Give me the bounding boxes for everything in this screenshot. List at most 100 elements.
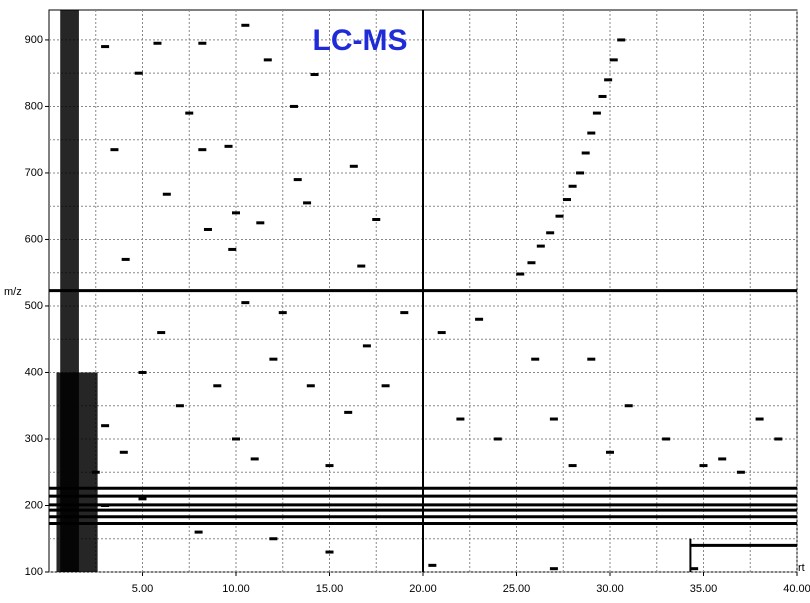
peak (662, 437, 671, 441)
peak (134, 71, 143, 75)
peak (774, 437, 783, 441)
peak (250, 457, 259, 461)
x-axis-label: rt (798, 562, 805, 574)
peak (576, 171, 585, 175)
peak (232, 437, 240, 441)
peak (381, 384, 390, 388)
peak (581, 151, 590, 155)
peak (203, 227, 212, 231)
peak (269, 537, 278, 541)
peak (241, 23, 250, 27)
peak (617, 38, 626, 42)
peak (232, 211, 240, 215)
peak (555, 214, 564, 218)
peak (699, 464, 708, 468)
peak (213, 384, 222, 388)
peak (587, 131, 596, 135)
y-tick-label: 500 (25, 300, 43, 312)
peak (293, 178, 302, 182)
peak (325, 550, 334, 554)
peak (598, 94, 607, 98)
peak (604, 78, 613, 82)
peak (493, 437, 502, 441)
peak (91, 470, 100, 474)
y-tick-label: 900 (25, 34, 43, 46)
peak (690, 567, 699, 571)
dense-band (56, 372, 98, 572)
peak (362, 344, 371, 348)
peak (101, 503, 110, 507)
peak (624, 404, 633, 408)
y-tick-label: 600 (25, 233, 43, 245)
peak (194, 530, 203, 534)
peak (736, 470, 745, 474)
peak (475, 317, 484, 321)
peak (110, 148, 119, 152)
peak (718, 457, 727, 461)
peak (138, 370, 147, 374)
peak (428, 563, 437, 567)
peak (310, 73, 319, 77)
x-tick-label: 5.00 (132, 583, 153, 595)
peak (568, 464, 577, 468)
peak (241, 301, 250, 305)
peak (527, 261, 536, 265)
peak (278, 311, 287, 315)
x-tick-label: 35.00 (690, 583, 718, 595)
x-tick-label: 15.00 (316, 583, 344, 595)
peak (400, 311, 409, 315)
peak (175, 404, 184, 408)
peak (531, 357, 540, 361)
peak (185, 111, 194, 115)
peak (303, 201, 312, 205)
peak (153, 41, 162, 45)
peak (157, 331, 166, 335)
y-tick-label: 400 (25, 366, 43, 378)
y-tick-label: 800 (25, 100, 43, 112)
y-tick-label: 300 (25, 433, 43, 445)
peak (119, 450, 128, 454)
x-tick-label: 25.00 (503, 583, 531, 595)
peak (198, 41, 207, 45)
peak (306, 384, 315, 388)
peak (606, 450, 614, 454)
peak (344, 410, 353, 414)
peak (224, 144, 233, 148)
y-tick-label: 100 (25, 566, 43, 578)
peak (372, 218, 381, 222)
chart-title: LC-MS (313, 24, 408, 57)
peak (755, 417, 764, 421)
peak (121, 257, 130, 261)
peak (516, 272, 525, 276)
peak (256, 221, 265, 225)
peak (349, 164, 358, 168)
y-tick-label: 700 (25, 167, 43, 179)
y-axis-label: m/z (4, 286, 22, 298)
peak (549, 567, 558, 571)
x-tick-label: 20.00 (409, 583, 437, 595)
x-tick-label: 10.00 (222, 583, 250, 595)
peak (568, 184, 577, 188)
peak (263, 58, 272, 62)
peak (325, 464, 334, 468)
peak (587, 357, 596, 361)
peak (138, 497, 147, 501)
peak (456, 417, 465, 421)
y-tick-label: 200 (25, 499, 43, 511)
x-tick-label: 40.00 (783, 583, 810, 595)
peak (437, 331, 446, 335)
peak (162, 192, 171, 196)
peak (101, 45, 110, 49)
x-tick-label: 30.00 (596, 583, 624, 595)
peak (592, 111, 601, 115)
peak (198, 148, 207, 152)
peak (609, 58, 618, 62)
peak (546, 231, 555, 235)
peak (289, 104, 298, 108)
peak (357, 264, 366, 268)
peak (228, 247, 237, 251)
peak (562, 198, 571, 202)
peak (536, 244, 545, 248)
